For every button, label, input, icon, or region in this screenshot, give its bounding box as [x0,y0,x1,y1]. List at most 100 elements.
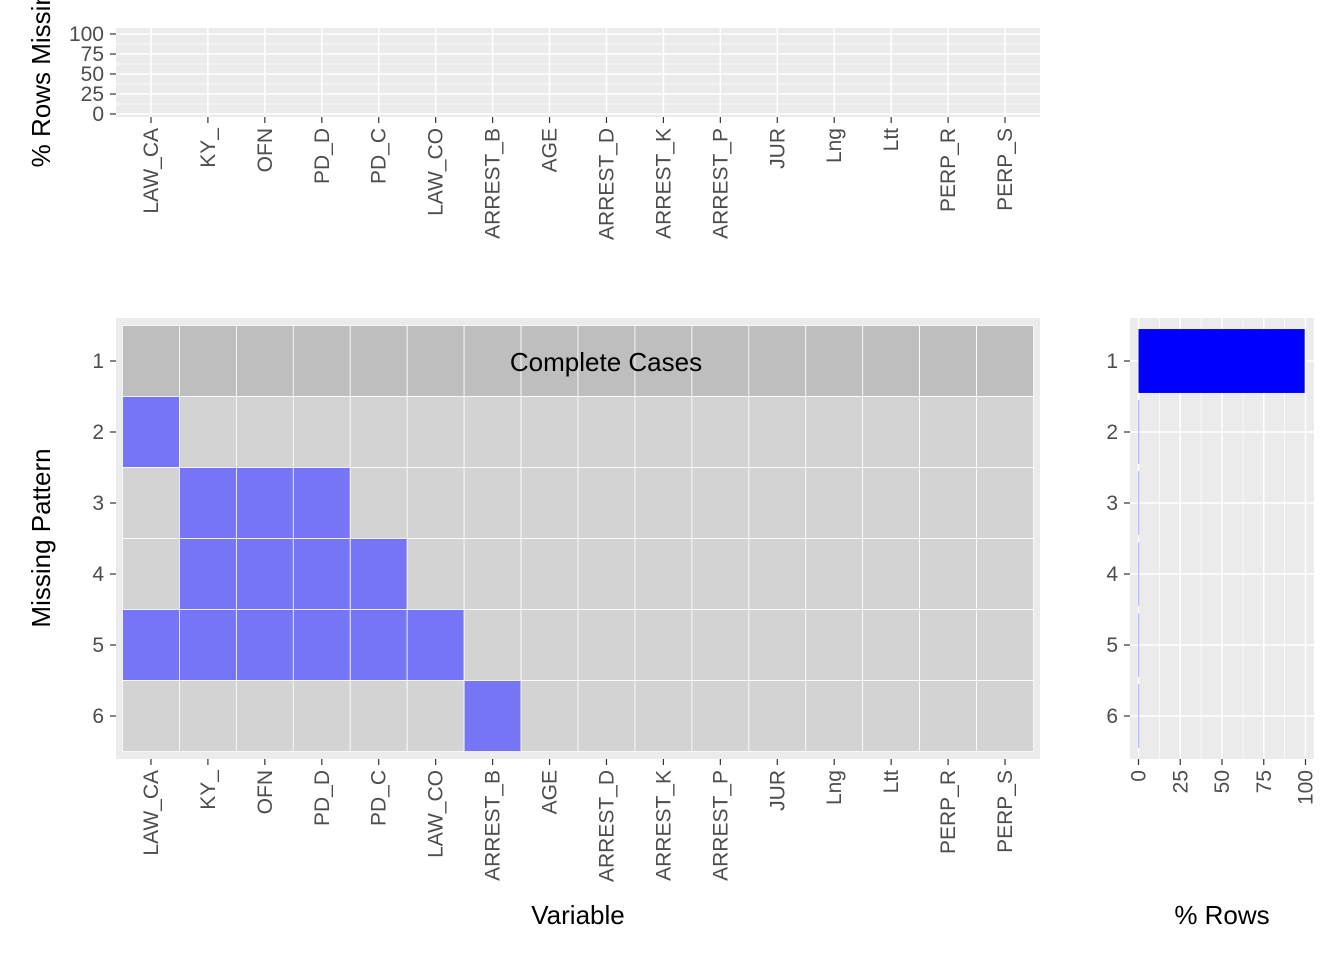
heatmap-cells [122,325,1034,752]
top-x-tick-label: AGE [539,128,562,172]
missing-cell [463,680,522,752]
present-cell [122,467,180,539]
heatmap-y-tick-label: 6 [92,705,104,728]
top-x-tick-label: LAW_CO [425,128,448,216]
top-x-axis-ticks: LAW_CA KY_ OFN PD_D PD_C LAW_CO ARREST_B AGE ARR… [140,117,1017,240]
heatmap-x-tick-label: LAW_CO [425,770,448,858]
present-cell [691,325,750,397]
present-cell [805,538,864,610]
present-cell [292,325,351,397]
present-cell [463,396,522,468]
missing-cell [179,467,237,539]
top-x-tick-label: ARREST_B [482,128,505,239]
present-cell [179,396,237,468]
missing-cell [235,467,294,539]
present-cell [349,396,408,468]
present-cell [463,325,522,397]
top-x-tick-label: PD_D [311,128,334,184]
heatmap-x-axis-title: Variable [531,900,624,930]
present-cell [976,538,1034,610]
missing-pattern-heatmap-panel: Complete Cases 1 2 3 4 5 6 LAW_CA KY_ OFN PD_D PD… [26,318,1040,930]
present-cell [577,609,636,681]
present-cell [805,467,864,539]
top-x-tick-label: PERP_S [994,128,1017,211]
heatmap-x-tick-label: PERP_R [937,770,960,854]
right-x-tick-label: 75 [1253,770,1276,793]
top-y-tick-label: 50 [81,63,104,86]
missing-cell [235,538,294,610]
present-cell [919,609,977,681]
heatmap-x-tick-label: KY_ [197,770,220,810]
present-cell [919,396,977,468]
present-cell [976,609,1034,681]
pattern-frequency-bar [1138,471,1140,535]
top-y-tick-label: 25 [81,83,104,106]
present-cell [577,538,636,610]
present-cell [520,396,579,468]
present-cell [634,396,693,468]
right-x-tick-label: 25 [1169,770,1192,793]
present-cell [976,325,1034,397]
present-cell [520,325,579,397]
right-x-tick-label: 100 [1295,770,1318,805]
heatmap-x-tick-label: LAW_CA [140,770,163,856]
heatmap-x-tick-label: Lng [823,770,846,805]
missing-cell [406,609,465,681]
top-y-tick-label: 75 [81,43,104,66]
present-cell [520,680,579,752]
heatmap-x-tick-label: PERP_S [994,770,1017,853]
present-cell [805,396,864,468]
present-cell [406,396,465,468]
heatmap-x-axis-ticks: LAW_CA KY_ OFN PD_D PD_C LAW_CO ARREST_B AGE ARR… [140,759,1017,882]
present-cell [577,467,636,539]
present-cell [976,396,1034,468]
right-x-axis-title: % Rows [1174,900,1269,930]
present-cell [577,680,636,752]
heatmap-x-tick-label: ARREST_K [652,770,675,881]
right-y-tick-label: 4 [1106,563,1118,586]
present-cell [179,325,237,397]
present-cell [919,325,977,397]
present-cell [292,680,351,752]
heatmap-y-axis-title: Missing Pattern [26,448,56,627]
missing-cell [349,609,408,681]
missing-cell [292,467,351,539]
heatmap-x-tick-label: PD_C [368,770,391,826]
heatmap-x-tick-label: JUR [766,770,789,811]
top-x-tick-label: Lng [823,128,846,163]
present-cell [520,609,579,681]
present-cell [691,538,750,610]
heatmap-y-tick-label: 5 [92,634,104,657]
present-cell [862,680,921,752]
present-cell [406,538,465,610]
top-x-tick-label: KY_ [197,128,220,168]
heatmap-x-tick-label: Ltt [880,770,903,794]
present-cell [691,467,750,539]
pattern-frequency-bar [1138,400,1140,464]
present-cell [634,467,693,539]
present-cell [805,609,864,681]
top-panel-grid [116,28,1040,117]
present-cell [634,538,693,610]
present-cell [349,680,408,752]
right-x-tick-label: 50 [1211,770,1234,793]
heatmap-y-tick-label: 3 [92,492,104,515]
top-x-tick-label: JUR [766,128,789,169]
missing-cell [292,609,351,681]
present-cell [862,609,921,681]
present-cell [691,680,750,752]
present-cell [748,538,807,610]
missing-cell [122,609,180,681]
present-cell [919,467,977,539]
present-cell [406,325,465,397]
present-cell [862,396,921,468]
heatmap-x-tick-label: AGE [539,770,562,814]
present-cell [406,680,465,752]
present-cell [349,325,408,397]
right-y-tick-label: 5 [1106,634,1118,657]
present-cell [862,467,921,539]
heatmap-y-axis-ticks: 1 2 3 4 5 6 [92,350,116,728]
present-cell [463,609,522,681]
